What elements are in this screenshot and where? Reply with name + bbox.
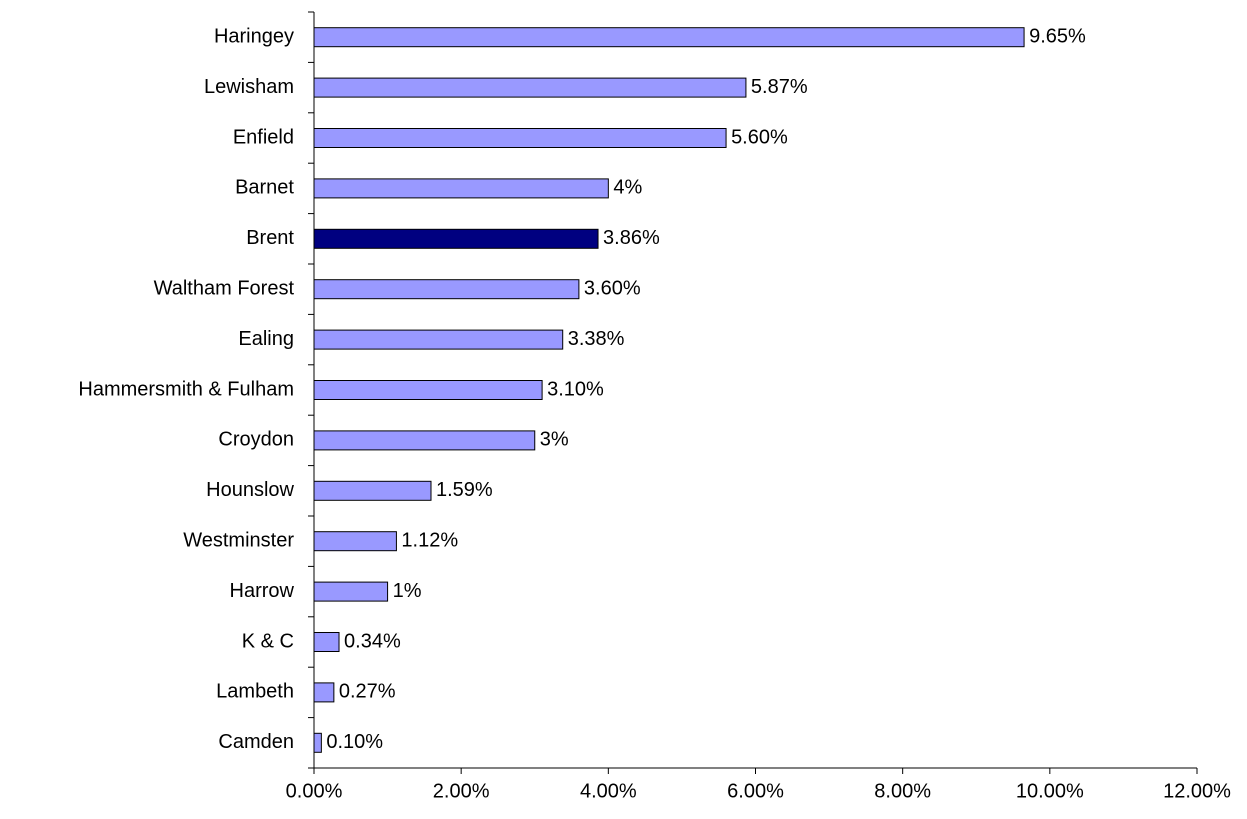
y-tick-label: Haringey — [214, 25, 294, 47]
y-tick-label: Hammersmith & Fulham — [78, 378, 294, 400]
data-label: 5.87% — [751, 76, 808, 98]
bar — [313, 430, 536, 451]
bar — [313, 480, 432, 501]
data-label: 1% — [393, 580, 422, 602]
data-label: 4% — [613, 177, 642, 199]
x-tick-label: 6.00% — [727, 780, 784, 802]
y-tick-label: Lambeth — [216, 681, 294, 703]
bar — [313, 380, 543, 400]
bar — [313, 632, 340, 652]
y-tick-label: Waltham Forest — [154, 277, 295, 299]
bar — [313, 128, 727, 148]
bar — [313, 531, 397, 552]
bar — [313, 581, 389, 602]
y-tick-label: Ealing — [238, 328, 294, 350]
data-label: 9.65% — [1029, 25, 1086, 47]
x-tick-label: 2.00% — [433, 780, 490, 802]
data-label: 3.86% — [603, 227, 660, 249]
x-tick-label: 4.00% — [580, 780, 637, 802]
bar — [313, 682, 335, 703]
data-label: 3.10% — [547, 378, 604, 400]
bar — [313, 228, 599, 249]
data-label: 3.38% — [568, 328, 625, 350]
data-label: 3% — [540, 429, 569, 451]
y-tick-label: Harrow — [230, 580, 295, 602]
bar — [313, 178, 609, 199]
y-tick-label: Barnet — [235, 177, 294, 199]
y-tick-label: Brent — [246, 227, 294, 249]
y-tick-label: K & C — [242, 630, 294, 652]
data-label: 1.59% — [436, 479, 493, 501]
bar — [313, 77, 747, 98]
data-label: 1.12% — [401, 529, 458, 551]
x-tick-label: 12.00% — [1163, 780, 1231, 802]
data-label: 3.60% — [584, 277, 641, 299]
data-label: 0.27% — [339, 681, 396, 703]
y-tick-label: Camden — [218, 731, 294, 753]
bar — [313, 329, 564, 350]
data-label: 0.10% — [326, 731, 383, 753]
x-tick-label: 10.00% — [1016, 780, 1084, 802]
y-tick-label: Lewisham — [204, 76, 294, 98]
data-label: 0.34% — [344, 630, 401, 652]
data-label: 5.60% — [731, 126, 788, 148]
y-tick-label: Enfield — [233, 126, 294, 148]
x-tick-label: 0.00% — [286, 780, 343, 802]
bar — [313, 732, 322, 753]
x-tick-label: 8.00% — [874, 780, 931, 802]
y-tick-label: Westminster — [183, 529, 294, 551]
y-tick-label: Hounslow — [206, 479, 294, 501]
y-tick-label: Croydon — [218, 429, 294, 451]
bar — [313, 27, 1025, 48]
bar — [313, 279, 580, 300]
